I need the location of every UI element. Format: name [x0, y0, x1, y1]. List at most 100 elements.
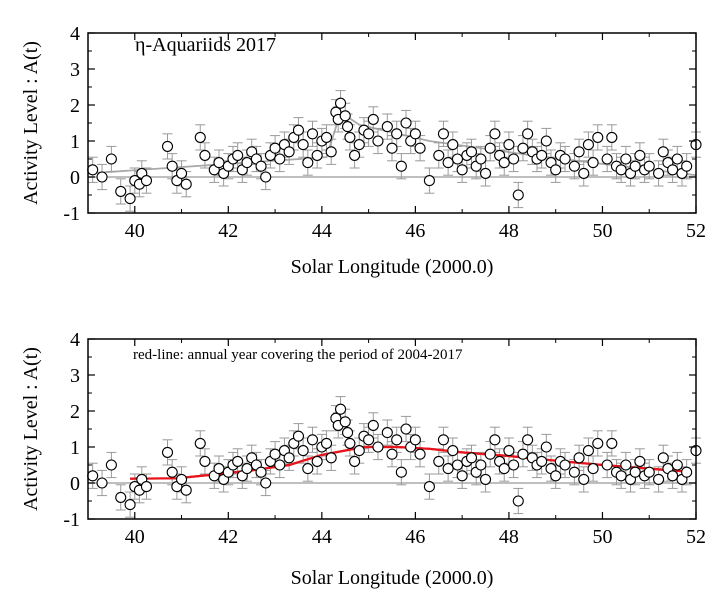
top-y-axis-ticks: -1 0 1 2 3 4	[63, 23, 696, 225]
data-point	[414, 142, 426, 154]
data-point	[498, 157, 510, 169]
data-point	[395, 466, 407, 478]
data-point	[643, 466, 655, 478]
data-point	[255, 466, 267, 478]
data-point	[615, 164, 627, 176]
data-point	[508, 459, 520, 471]
y-tick-label: 3	[70, 365, 80, 387]
data-point	[653, 473, 665, 485]
y-tick-label: 4	[70, 329, 80, 351]
data-point	[175, 167, 188, 179]
data-point	[508, 153, 520, 165]
data-point	[320, 437, 333, 449]
data-point	[550, 470, 562, 482]
data-point	[213, 463, 225, 475]
y-tick-label: 2	[70, 401, 80, 423]
data-point	[96, 171, 108, 183]
data-point	[573, 452, 585, 464]
bottom-y-axis-ticks: -1 0 1 2 3 4	[63, 329, 696, 531]
data-point	[306, 434, 319, 446]
data-point	[269, 142, 281, 154]
data-point	[269, 448, 281, 460]
data-point	[587, 157, 599, 169]
data-point	[653, 167, 665, 179]
data-point	[344, 131, 356, 143]
x-tick-label: 42	[218, 526, 238, 548]
data-point	[391, 434, 403, 446]
top-x-axis-ticks: 40 42 44 46 48 50 52	[87, 33, 706, 242]
data-point	[568, 466, 580, 478]
data-point	[620, 153, 632, 165]
data-point	[96, 477, 108, 489]
data-point	[306, 128, 319, 140]
data-point	[606, 131, 618, 143]
data-point	[667, 470, 679, 482]
data-point	[342, 427, 354, 439]
data-point	[367, 419, 379, 431]
x-tick-label: 44	[312, 220, 332, 242]
x-tick-label: 40	[125, 526, 145, 548]
data-point	[213, 157, 225, 169]
data-point	[283, 146, 295, 158]
data-point	[161, 140, 174, 152]
data-point	[601, 459, 613, 471]
y-tick-label: 0	[70, 167, 80, 189]
data-point	[297, 445, 309, 457]
data-point	[335, 403, 347, 415]
data-point	[381, 427, 393, 439]
data-point	[681, 466, 693, 478]
data-point	[587, 463, 599, 475]
data-point	[479, 167, 492, 179]
data-point	[105, 459, 117, 471]
data-point	[166, 160, 178, 172]
x-tick-label: 46	[405, 526, 425, 548]
data-point	[124, 499, 136, 511]
bottom-x-axis-ticks: 40 42 44 46 48 50 52	[87, 339, 706, 548]
data-point	[381, 121, 393, 133]
data-point	[241, 463, 253, 475]
data-point	[582, 445, 594, 457]
data-point	[484, 448, 496, 460]
top-y-axis-title: Activity Level : A(t)	[20, 41, 42, 205]
data-point	[342, 121, 354, 133]
y-tick-label: 3	[70, 59, 80, 81]
data-point	[536, 149, 548, 161]
data-point	[522, 128, 534, 140]
data-point	[559, 153, 571, 165]
data-point	[437, 128, 449, 140]
data-point	[274, 459, 286, 471]
data-point	[255, 160, 267, 172]
data-point	[353, 445, 365, 457]
data-point	[180, 178, 192, 190]
data-point	[465, 452, 478, 464]
data-point	[335, 97, 347, 109]
data-point	[232, 149, 244, 161]
data-point	[409, 434, 421, 446]
x-tick-label: 42	[218, 220, 238, 242]
bottom-y-axis-title: Activity Level : A(t)	[20, 347, 42, 511]
data-point	[606, 437, 618, 449]
data-point	[344, 437, 356, 449]
data-point	[409, 128, 421, 140]
data-point	[442, 463, 454, 475]
data-point	[517, 448, 529, 460]
bottom-x-axis-title: Solar Longitude (2000.0)	[291, 567, 494, 589]
top-x-axis-title: Solar Longitude (2000.0)	[291, 256, 494, 278]
data-point	[447, 445, 459, 457]
data-point	[386, 142, 398, 154]
x-tick-label: 50	[592, 220, 612, 242]
data-point	[140, 175, 153, 187]
data-point	[349, 149, 361, 161]
data-point	[592, 437, 604, 449]
top-chart-title: η-Aquariids 2017	[135, 34, 276, 56]
data-point	[634, 455, 646, 467]
data-point	[475, 153, 487, 165]
data-point	[456, 470, 468, 482]
data-point	[550, 164, 562, 176]
data-point	[372, 135, 384, 147]
data-point	[512, 189, 524, 201]
data-point	[395, 160, 407, 172]
data-point	[592, 131, 604, 143]
x-tick-label: 52	[686, 220, 706, 242]
